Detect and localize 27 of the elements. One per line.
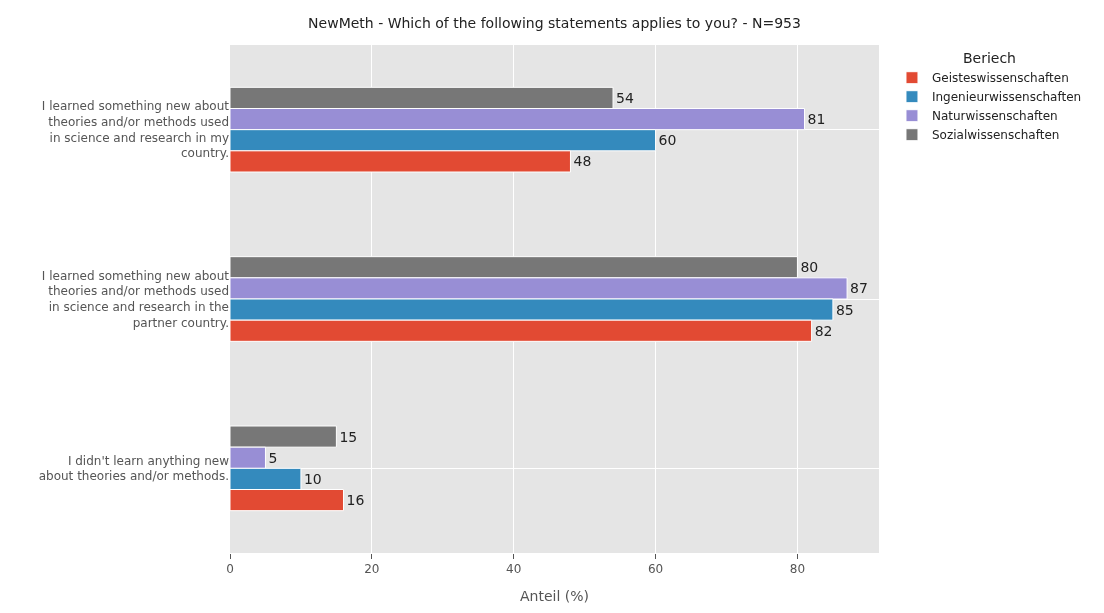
x-tick-label: 0	[226, 562, 234, 577]
y-tick-label: I learned something new about theories and/or methods used in science and research in my country.	[41, 99, 230, 161]
data-label: 81	[807, 111, 826, 128]
data-label: 48	[573, 153, 592, 170]
data-label: 5	[268, 449, 278, 466]
legend-label: Ingenieurwissenschaften	[931, 90, 1082, 105]
y-tick-label: I learned something new about theories and/or methods used in science and research in the partner country.	[41, 268, 230, 330]
legend-label: Naturwissenschaften	[931, 109, 1058, 124]
data-label: 85	[835, 301, 854, 318]
x-axis-title: Anteil (%)	[519, 587, 590, 604]
data-label: 82	[814, 322, 833, 339]
y-tick-label: I didn't learn anything new about theories and/or methods.	[38, 453, 230, 484]
data-label: 60	[658, 132, 677, 149]
data-label: 87	[850, 280, 868, 297]
x-tick-label: 60	[647, 562, 664, 577]
chart-title: NewMeth - Which of the following statements applies to you? - N=953	[308, 15, 801, 32]
data-label: 15	[339, 428, 358, 445]
data-label: 10	[303, 470, 322, 487]
legend-label: Geisteswissenschaften	[931, 71, 1069, 86]
legend-label: Sozialwissenschaften	[931, 128, 1060, 143]
data-label: 80	[800, 259, 819, 276]
data-label: 16	[346, 492, 365, 509]
x-tick-label: 80	[789, 562, 806, 577]
x-tick-label: 20	[364, 562, 380, 577]
data-label: 54	[616, 89, 634, 106]
legend-title: Beriech	[962, 50, 1016, 67]
x-tick-label: 40	[506, 562, 522, 577]
